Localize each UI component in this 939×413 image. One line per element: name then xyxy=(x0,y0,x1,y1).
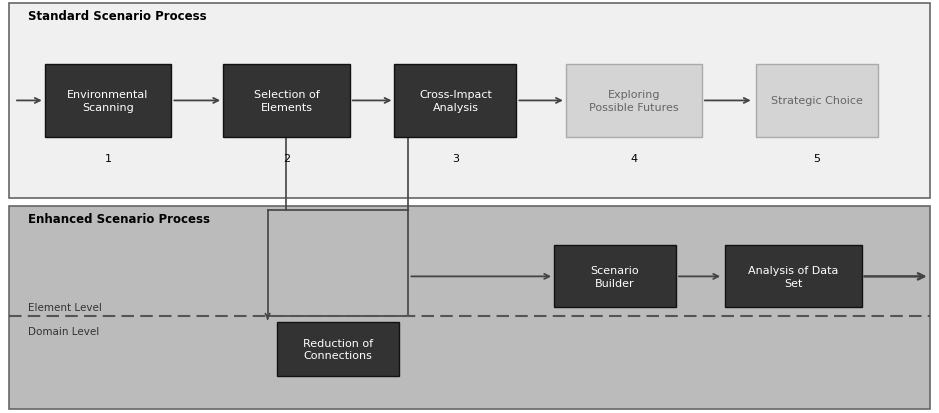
Bar xyxy=(725,246,862,308)
Text: Strategic Choice: Strategic Choice xyxy=(771,96,863,106)
Bar xyxy=(9,206,930,409)
Text: Scenario
Builder: Scenario Builder xyxy=(591,266,639,288)
Text: Standard Scenario Process: Standard Scenario Process xyxy=(28,10,207,23)
Bar xyxy=(554,246,676,308)
Bar xyxy=(9,4,930,198)
Text: 3: 3 xyxy=(452,154,459,164)
Text: Selection of
Elements: Selection of Elements xyxy=(254,90,319,112)
Bar xyxy=(566,65,702,137)
Text: 2: 2 xyxy=(283,154,290,164)
Text: Environmental
Scanning: Environmental Scanning xyxy=(68,90,148,112)
Bar xyxy=(756,65,878,137)
Bar xyxy=(223,65,350,137)
Bar xyxy=(277,322,399,376)
Text: Analysis of Data
Set: Analysis of Data Set xyxy=(748,266,839,288)
Text: Domain Level: Domain Level xyxy=(28,326,100,336)
Bar xyxy=(45,65,172,137)
Text: 4: 4 xyxy=(630,154,638,164)
Text: Reduction of
Connections: Reduction of Connections xyxy=(303,338,373,360)
Text: Cross-Impact
Analysis: Cross-Impact Analysis xyxy=(419,90,492,112)
Bar xyxy=(394,65,516,137)
Text: Exploring
Possible Futures: Exploring Possible Futures xyxy=(589,90,679,112)
Text: 5: 5 xyxy=(813,154,821,164)
Text: Element Level: Element Level xyxy=(28,303,102,313)
Text: 1: 1 xyxy=(104,154,112,164)
Text: Enhanced Scenario Process: Enhanced Scenario Process xyxy=(28,213,210,225)
